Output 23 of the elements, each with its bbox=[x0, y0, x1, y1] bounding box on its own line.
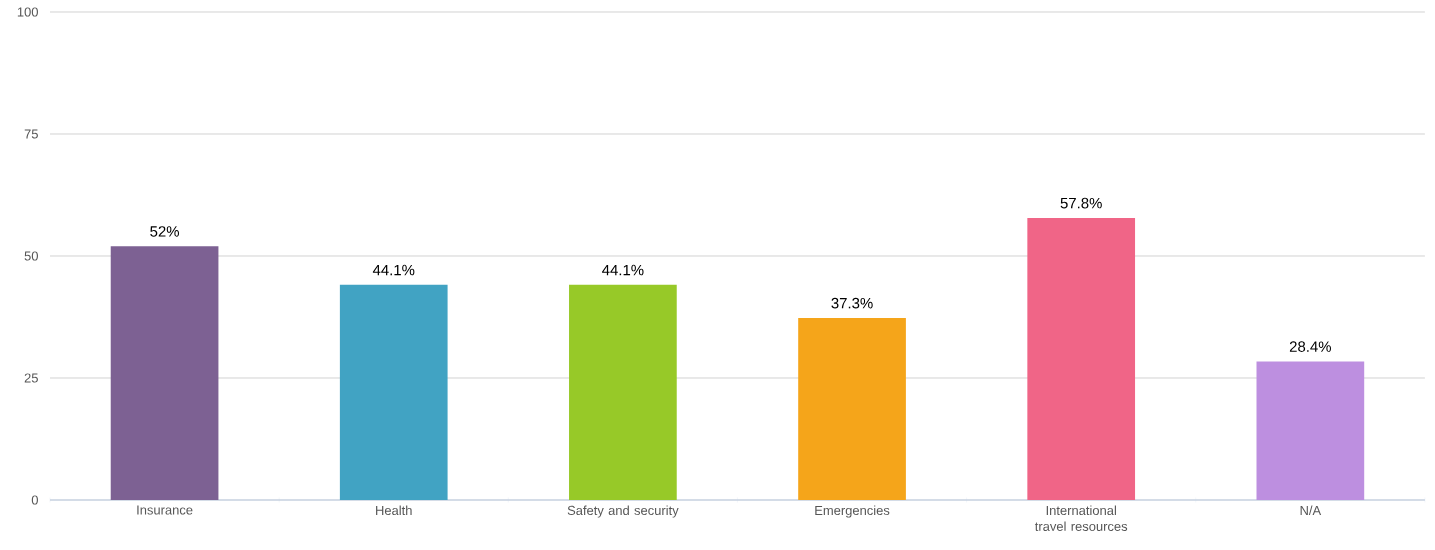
bar bbox=[569, 284, 677, 500]
y-tick-label: 50 bbox=[24, 251, 38, 261]
data-label: 44.1% bbox=[602, 264, 644, 276]
bar bbox=[798, 317, 906, 500]
x-tick-label: International travel resources bbox=[1034, 505, 1128, 531]
bar bbox=[110, 246, 219, 500]
bar bbox=[1027, 217, 1136, 500]
data-label: 52% bbox=[150, 226, 179, 237]
data-label: 44.1% bbox=[372, 264, 415, 276]
y-tick-label: 0 bbox=[31, 495, 38, 505]
x-tick-label: Insurance bbox=[137, 505, 193, 515]
x-tick-label: Emergencies bbox=[815, 505, 890, 518]
y-tick-label: 100 bbox=[17, 7, 38, 17]
data-label: 37.3% bbox=[831, 297, 873, 309]
y-tick-label: 75 bbox=[24, 129, 38, 139]
bar bbox=[1256, 361, 1365, 500]
x-tick-label: Health bbox=[376, 505, 412, 516]
y-tick-label: 25 bbox=[24, 373, 38, 383]
data-label: 28.4% bbox=[1289, 341, 1331, 352]
bar bbox=[339, 284, 448, 500]
data-label: 57.8% bbox=[1060, 197, 1102, 209]
x-tick-label: N/A bbox=[1300, 505, 1322, 516]
x-tick-label: Safety and security bbox=[567, 505, 679, 518]
